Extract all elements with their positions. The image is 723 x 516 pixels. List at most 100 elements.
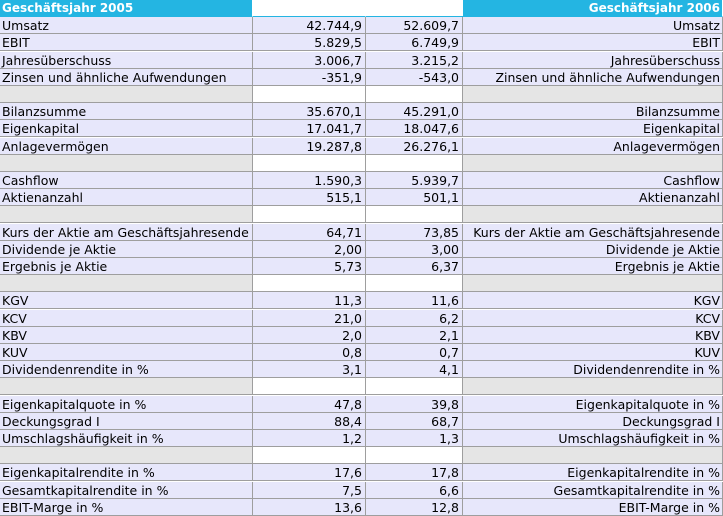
spacer-cell[interactable]: [366, 378, 463, 396]
value-2006-cell[interactable]: 6,37: [366, 258, 463, 275]
spacer-cell[interactable]: [463, 447, 723, 465]
value-2005-cell[interactable]: -351,9: [253, 68, 366, 86]
row-label-cell-right[interactable]: Dividendenrendite in %: [463, 361, 723, 379]
row-label-cell[interactable]: KBV: [0, 326, 253, 344]
spacer-cell[interactable]: [0, 275, 253, 293]
spacer-cell[interactable]: [463, 86, 723, 103]
value-2006-cell[interactable]: 39,8: [366, 395, 463, 413]
row-label-cell-right[interactable]: Ergebnis je Aktie: [463, 258, 723, 275]
spacer-cell[interactable]: [253, 86, 366, 103]
row-label-cell[interactable]: Eigenkapital: [0, 120, 253, 138]
value-2006-cell[interactable]: 6,6: [366, 481, 463, 499]
spacer-cell[interactable]: [463, 275, 723, 293]
row-label-cell-right[interactable]: Cashflow: [463, 172, 723, 189]
value-2006-cell[interactable]: 6,2: [366, 309, 463, 327]
value-2005-cell[interactable]: 47,8: [253, 395, 366, 413]
spacer-cell[interactable]: [463, 154, 723, 172]
row-label-cell[interactable]: Aktienanzahl: [0, 189, 253, 207]
row-label-cell[interactable]: Zinsen und ähnliche Aufwendungen: [0, 68, 253, 86]
spacer-cell[interactable]: [366, 206, 463, 224]
row-label-cell-right[interactable]: Kurs der Aktie am Geschäftsjahresende: [463, 223, 723, 241]
value-2005-cell[interactable]: 3,1: [253, 361, 366, 379]
value-2005-cell[interactable]: 0,8: [253, 344, 366, 361]
value-2006-cell[interactable]: 12,8: [366, 498, 463, 516]
row-label-cell[interactable]: Deckungsgrad I: [0, 412, 253, 430]
value-2005-cell[interactable]: 5.829,5: [253, 34, 366, 52]
value-2006-cell[interactable]: 5.939,7: [366, 172, 463, 189]
row-label-cell-right[interactable]: Umsatz: [463, 17, 723, 35]
value-2005-cell[interactable]: 515,1: [253, 189, 366, 207]
value-2006-cell[interactable]: 11,6: [366, 292, 463, 310]
row-label-cell[interactable]: Eigenkapitalrendite in %: [0, 464, 253, 482]
value-2005-cell[interactable]: 17.041,7: [253, 120, 366, 138]
row-label-cell[interactable]: Umsatz: [0, 17, 253, 35]
row-label-cell-right[interactable]: Eigenkapitalrendite in %: [463, 464, 723, 482]
spacer-cell[interactable]: [253, 206, 366, 224]
spacer-cell[interactable]: [0, 378, 253, 396]
value-2005-cell[interactable]: 2,0: [253, 326, 366, 344]
value-2005-cell[interactable]: 13,6: [253, 498, 366, 516]
value-2006-cell[interactable]: 18.047,6: [366, 120, 463, 138]
value-2005-cell[interactable]: 2,00: [253, 240, 366, 258]
value-2005-cell[interactable]: 64,71: [253, 223, 366, 241]
row-label-cell-right[interactable]: Anlagevermögen: [463, 137, 723, 155]
value-2006-cell[interactable]: 3,00: [366, 240, 463, 258]
row-label-cell[interactable]: Anlagevermögen: [0, 137, 253, 155]
spacer-cell[interactable]: [253, 447, 366, 465]
value-2006-cell[interactable]: 501,1: [366, 189, 463, 207]
row-label-cell-right[interactable]: Zinsen und ähnliche Aufwendungen: [463, 68, 723, 86]
row-label-cell[interactable]: KCV: [0, 309, 253, 327]
spacer-cell[interactable]: [0, 447, 253, 465]
value-2006-cell[interactable]: 52.609,7: [366, 17, 463, 35]
value-2006-cell[interactable]: 2,1: [366, 326, 463, 344]
value-2006-cell[interactable]: 6.749,9: [366, 34, 463, 52]
row-label-cell[interactable]: Bilanzsumme: [0, 103, 253, 121]
value-2005-cell[interactable]: 17,6: [253, 464, 366, 482]
row-label-cell-right[interactable]: Dividende je Aktie: [463, 240, 723, 258]
row-label-cell[interactable]: Cashflow: [0, 172, 253, 189]
row-label-cell-right[interactable]: KCV: [463, 309, 723, 327]
value-2006-cell[interactable]: 73,85: [366, 223, 463, 241]
spacer-cell[interactable]: [366, 275, 463, 293]
row-label-cell[interactable]: KGV: [0, 292, 253, 310]
value-2006-cell[interactable]: 45.291,0: [366, 103, 463, 121]
row-label-cell[interactable]: KUV: [0, 344, 253, 361]
row-label-cell[interactable]: Umschlagshäufigkeit in %: [0, 430, 253, 447]
value-2005-cell[interactable]: 1.590,3: [253, 172, 366, 189]
spacer-cell[interactable]: [366, 154, 463, 172]
value-2006-cell[interactable]: 17,8: [366, 464, 463, 482]
value-2005-cell[interactable]: 11,3: [253, 292, 366, 310]
spacer-cell[interactable]: [253, 154, 366, 172]
row-label-cell-right[interactable]: KGV: [463, 292, 723, 310]
value-2006-cell[interactable]: 26.276,1: [366, 137, 463, 155]
header-blank-cell[interactable]: [253, 0, 366, 17]
row-label-cell[interactable]: Jahresüberschuss: [0, 51, 253, 69]
spacer-cell[interactable]: [366, 447, 463, 465]
value-2006-cell[interactable]: 0,7: [366, 344, 463, 361]
row-label-cell-right[interactable]: Bilanzsumme: [463, 103, 723, 121]
spacer-cell[interactable]: [0, 206, 253, 224]
row-label-cell[interactable]: Ergebnis je Aktie: [0, 258, 253, 275]
value-2006-cell[interactable]: 1,3: [366, 430, 463, 447]
row-label-cell-right[interactable]: Deckungsgrad I: [463, 412, 723, 430]
value-2005-cell[interactable]: 7,5: [253, 481, 366, 499]
row-label-cell-right[interactable]: Aktienanzahl: [463, 189, 723, 207]
row-label-cell-right[interactable]: KBV: [463, 326, 723, 344]
value-2006-cell[interactable]: -543,0: [366, 68, 463, 86]
value-2006-cell[interactable]: 3.215,2: [366, 51, 463, 69]
spacer-cell[interactable]: [0, 86, 253, 103]
spacer-cell[interactable]: [366, 86, 463, 103]
spacer-cell[interactable]: [463, 206, 723, 224]
value-2005-cell[interactable]: 19.287,8: [253, 137, 366, 155]
row-label-cell-right[interactable]: EBIT-Marge in %: [463, 498, 723, 516]
value-2006-cell[interactable]: 4,1: [366, 361, 463, 379]
spacer-cell[interactable]: [253, 378, 366, 396]
row-label-cell[interactable]: Dividende je Aktie: [0, 240, 253, 258]
row-label-cell-right[interactable]: Jahresüberschuss: [463, 51, 723, 69]
spacer-cell[interactable]: [463, 378, 723, 396]
row-label-cell[interactable]: Eigenkapitalquote in %: [0, 395, 253, 413]
row-label-cell-right[interactable]: Eigenkapitalquote in %: [463, 395, 723, 413]
value-2005-cell[interactable]: 88,4: [253, 412, 366, 430]
value-2005-cell[interactable]: 3.006,7: [253, 51, 366, 69]
value-2005-cell[interactable]: 42.744,9: [253, 17, 366, 35]
